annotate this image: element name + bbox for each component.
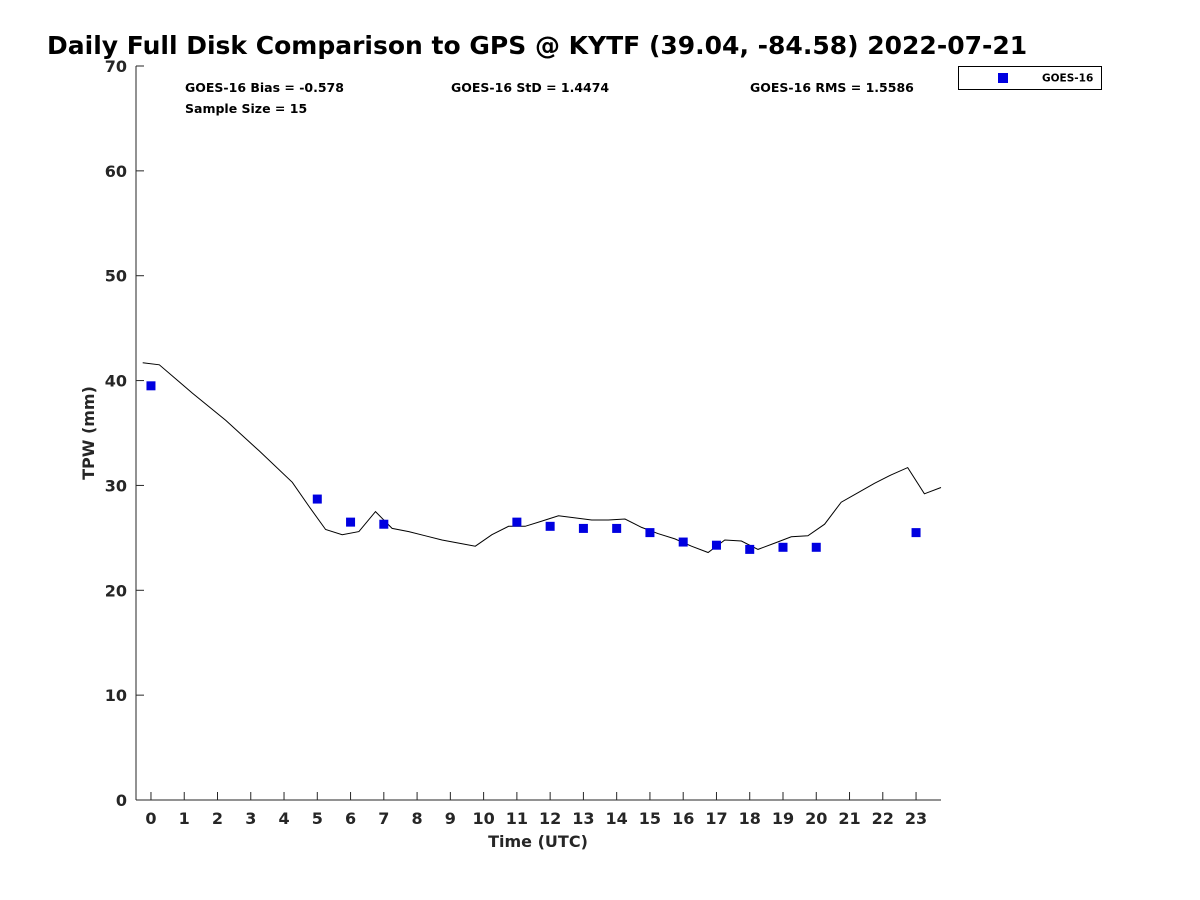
data-point-goes-16 [811, 542, 821, 552]
x-tick-label: 20 [805, 809, 827, 828]
x-tick-label: 5 [312, 809, 323, 828]
stat-std: GOES-16 StD = 1.4474 [451, 80, 609, 95]
x-tick-label: 1 [179, 809, 190, 828]
stat-bias: GOES-16 Bias = -0.578 [185, 80, 344, 95]
y-tick-label: 30 [105, 476, 127, 495]
legend-box [958, 66, 1102, 90]
x-tick-label: 16 [672, 809, 694, 828]
x-tick-label: 23 [905, 809, 927, 828]
x-tick-label: 7 [378, 809, 389, 828]
data-point-goes-16 [911, 528, 921, 538]
x-tick-label: 18 [739, 809, 761, 828]
data-point-goes-16 [346, 517, 356, 527]
y-tick-label: 0 [116, 791, 127, 810]
data-point-goes-16 [578, 523, 588, 533]
y-tick-label: 60 [105, 162, 127, 181]
data-point-goes-16 [312, 494, 322, 504]
chart-title: Daily Full Disk Comparison to GPS @ KYTF… [47, 31, 1027, 60]
y-tick-label: 20 [105, 581, 127, 600]
legend-marker-goes-16 [998, 73, 1008, 83]
x-tick-label: 6 [345, 809, 356, 828]
x-tick-label: 2 [212, 809, 223, 828]
series-line-gps [142, 362, 942, 554]
legend-label-goes-16: GOES-16 [1042, 73, 1093, 85]
stat-rms: GOES-16 RMS = 1.5586 [750, 80, 914, 95]
y-tick-label: 50 [105, 267, 127, 286]
x-tick-label: 8 [412, 809, 423, 828]
x-tick-label: 3 [245, 809, 256, 828]
data-point-goes-16 [711, 540, 721, 550]
x-tick-label: 19 [772, 809, 794, 828]
x-axis-label: Time (UTC) [488, 832, 588, 851]
x-tick-label: 11 [506, 809, 528, 828]
y-tick-label: 10 [105, 686, 127, 705]
x-tick-label: 15 [639, 809, 661, 828]
stat-sample-size: Sample Size = 15 [185, 101, 307, 116]
data-point-goes-16 [545, 521, 555, 531]
x-tick-label: 12 [539, 809, 561, 828]
x-tick-label: 10 [472, 809, 494, 828]
x-tick-label: 17 [705, 809, 727, 828]
data-point-goes-16 [745, 544, 755, 554]
data-point-goes-16 [678, 537, 688, 547]
y-tick-label: 40 [105, 372, 127, 391]
x-tick-label: 0 [145, 809, 156, 828]
y-axis-label: TPW (mm) [79, 386, 98, 480]
x-tick-label: 9 [445, 809, 456, 828]
data-point-goes-16 [146, 381, 156, 391]
y-tick-label: 70 [105, 57, 127, 76]
data-point-goes-16 [645, 528, 655, 538]
data-point-goes-16 [379, 519, 389, 529]
data-point-goes-16 [612, 523, 622, 533]
x-tick-label: 14 [606, 809, 628, 828]
x-tick-label: 22 [872, 809, 894, 828]
x-tick-label: 21 [838, 809, 860, 828]
legend: GOES-16 [958, 66, 1102, 90]
data-point-goes-16 [778, 542, 788, 552]
x-tick-label: 13 [572, 809, 594, 828]
data-point-goes-16 [512, 517, 522, 527]
x-tick-label: 4 [278, 809, 289, 828]
